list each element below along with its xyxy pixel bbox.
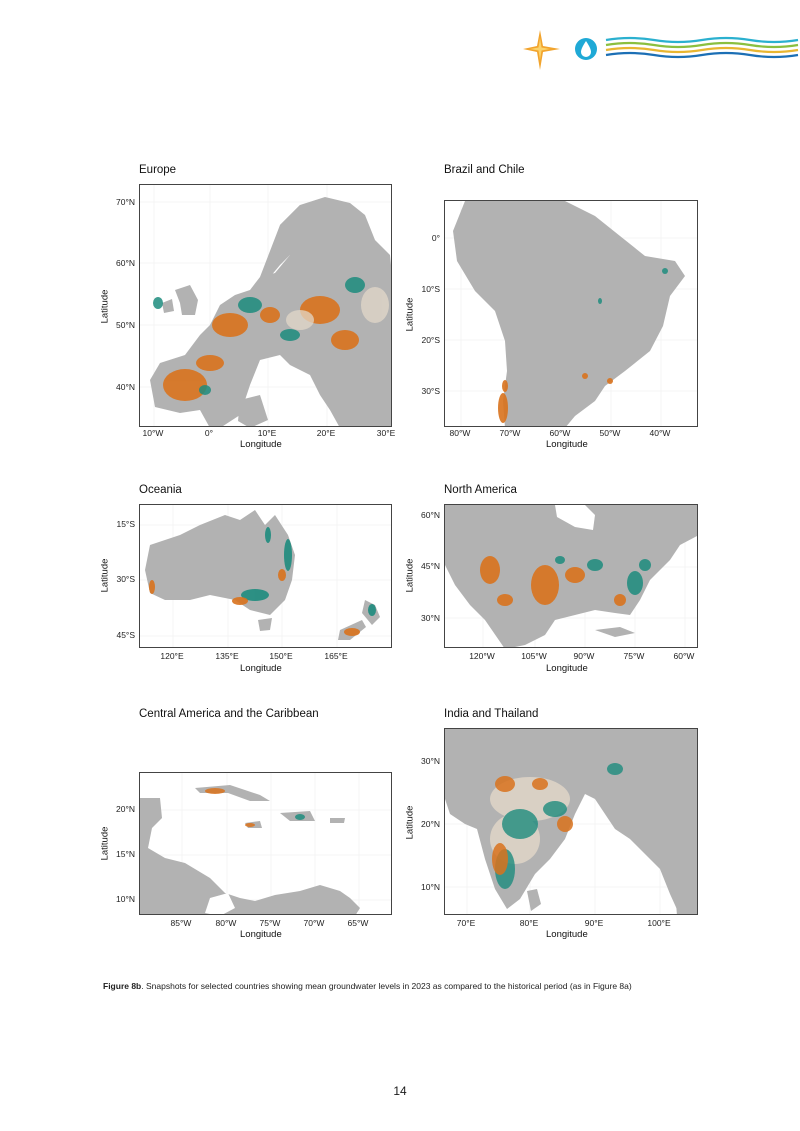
xtick-label: 80°E	[519, 918, 539, 928]
ytick-label: 10°N	[421, 882, 440, 892]
map-brazil-chile	[444, 200, 698, 427]
ytick-label: 10°N	[116, 894, 135, 904]
xtick-label: 50°W	[599, 428, 621, 438]
xtick-label: 150°E	[269, 651, 293, 661]
panel-title-india-thailand: India and Thailand	[444, 708, 539, 720]
x-axis-title: Longitude	[240, 929, 282, 940]
y-axis-title: Latitude	[404, 297, 416, 332]
page-number: 14	[393, 1084, 407, 1098]
xtick-label: 135°E	[215, 651, 239, 661]
y-axis-title: Latitude	[99, 289, 111, 324]
map-oceania	[139, 504, 392, 648]
ytick-label: 20°N	[116, 804, 135, 814]
ytick-label: 10°S	[421, 284, 440, 294]
ytick-label: 40°N	[116, 382, 135, 392]
xtick-label: 60°W	[673, 651, 695, 661]
xtick-label: 105°W	[521, 651, 547, 661]
y-axis-title: Latitude	[99, 558, 111, 593]
xtick-label: 75°W	[623, 651, 645, 661]
ytick-label: 0°	[431, 233, 440, 243]
xtick-label: 0°	[204, 428, 214, 438]
map-north-america	[444, 504, 698, 648]
panel-title-oceania: Oceania	[139, 484, 182, 496]
ytick-label: 45°N	[421, 561, 440, 571]
y-axis-title: Latitude	[404, 558, 416, 593]
panel-title-central-america: Central America and the Caribbean	[139, 708, 319, 720]
y-axis-title: Latitude	[99, 826, 111, 861]
ytick-label: 30°S	[421, 386, 440, 396]
xtick-label: 165°E	[324, 651, 348, 661]
xtick-label: 90°E	[584, 918, 604, 928]
ytick-label: 30°N	[421, 613, 440, 623]
x-axis-title: Longitude	[546, 663, 588, 674]
ytick-label: 45°S	[116, 630, 135, 640]
water-drop-icon	[575, 38, 597, 60]
ytick-label: 60°N	[116, 258, 135, 268]
x-axis-title: Longitude	[240, 663, 282, 674]
ytick-label: 20°N	[421, 819, 440, 829]
x-axis-title: Longitude	[240, 439, 282, 450]
xtick-label: 70°W	[499, 428, 521, 438]
ytick-label: 20°S	[421, 335, 440, 345]
xtick-label: 80°W	[449, 428, 471, 438]
xtick-label: 70°W	[303, 918, 325, 928]
compass-star-water-drop-waves-logo	[520, 26, 800, 76]
xtick-label: 75°W	[259, 918, 281, 928]
waves-icon	[605, 36, 799, 59]
x-axis-title: Longitude	[546, 439, 588, 450]
panel-title-north-america: North America	[444, 484, 517, 496]
xtick-label: 120°W	[469, 651, 495, 661]
ytick-label: 30°N	[421, 756, 440, 766]
map-central-america	[139, 772, 392, 915]
caption-text: . Snapshots for selected countries showi…	[141, 981, 632, 991]
xtick-label: 60°W	[549, 428, 571, 438]
map-india-thailand	[444, 728, 698, 915]
xtick-label: 120°E	[160, 651, 184, 661]
xtick-label: 85°W	[170, 918, 192, 928]
y-axis-title: Latitude	[404, 805, 416, 840]
xtick-label: 20°E	[316, 428, 336, 438]
map-europe	[139, 184, 392, 427]
xtick-label: 10°E	[257, 428, 277, 438]
xtick-label: 100°E	[647, 918, 671, 928]
panel-title-europe: Europe	[139, 164, 177, 176]
xtick-label: 70°E	[456, 918, 476, 928]
compass-star-icon	[523, 30, 560, 70]
ytick-label: 70°N	[116, 197, 135, 207]
xtick-label: 80°W	[215, 918, 237, 928]
xtick-label: 65°W	[347, 918, 369, 928]
ytick-label: 60°N	[421, 510, 440, 520]
xtick-label: 40°W	[649, 428, 671, 438]
ytick-label: 15°N	[116, 849, 135, 859]
ytick-label: 15°S	[116, 519, 135, 529]
xtick-label: 90°W	[573, 651, 595, 661]
ytick-label: 30°S	[116, 574, 135, 584]
xtick-label: 30°E	[376, 428, 396, 438]
ytick-label: 50°N	[116, 320, 135, 330]
figure-label: Figure 8b	[103, 981, 142, 991]
xtick-label: 10°W	[142, 428, 164, 438]
figure-caption: Figure 8b. Snapshots for selected countr…	[103, 980, 703, 993]
x-axis-title: Longitude	[546, 929, 588, 940]
panel-title-brazil-chile: Brazil and Chile	[444, 164, 525, 176]
